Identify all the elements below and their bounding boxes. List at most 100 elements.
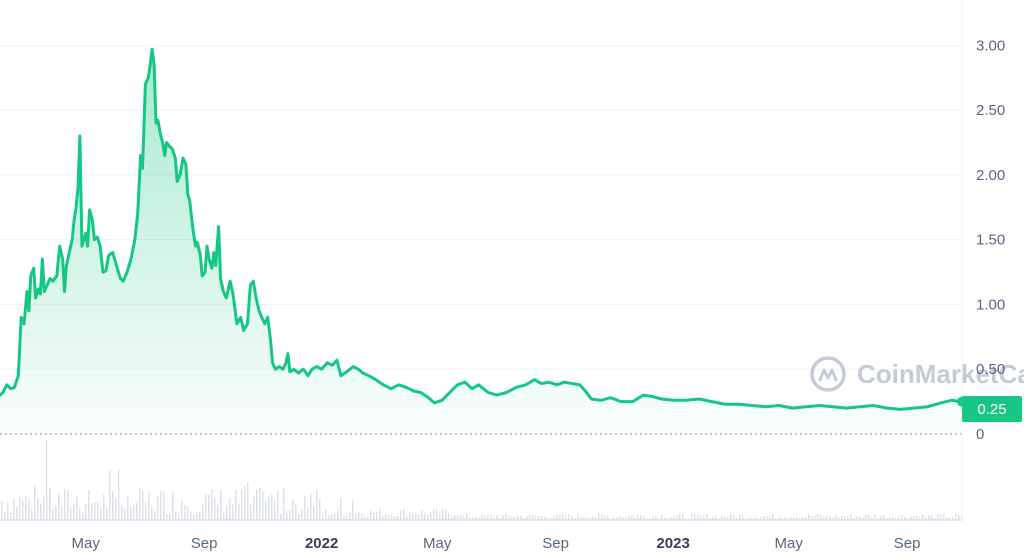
volume-bar <box>640 515 642 520</box>
x-tick-label: 2023 <box>656 535 689 552</box>
volume-bar <box>406 516 408 520</box>
volume-bar <box>802 516 804 520</box>
volume-bar <box>634 517 636 520</box>
watermark: CoinMarketCap <box>810 356 1024 392</box>
volume-bar <box>202 503 204 520</box>
volume-bar <box>37 498 39 520</box>
volume-bar <box>52 508 54 520</box>
volume-bar <box>922 514 924 520</box>
coinmarketcap-logo-icon <box>810 356 846 392</box>
volume-bar <box>688 518 690 520</box>
volume-bar <box>499 517 501 520</box>
volume-bar <box>10 512 12 520</box>
volume-bar <box>400 510 402 520</box>
volume-bar <box>193 514 195 520</box>
volume-bar <box>691 514 693 520</box>
volume-bar <box>271 493 273 520</box>
volume-bar <box>559 514 561 520</box>
volume-bar <box>139 487 141 520</box>
volume-bar <box>112 490 114 520</box>
volume-bar <box>127 495 129 520</box>
volume-bar <box>520 515 522 520</box>
volume-bar <box>529 514 531 520</box>
volume-bar <box>886 518 888 520</box>
volume-bar <box>88 489 90 520</box>
volume-bar <box>439 513 441 520</box>
volume-bar <box>460 514 462 520</box>
volume-bar <box>463 515 465 520</box>
volume-bar <box>157 495 159 520</box>
volume-bar <box>70 508 72 520</box>
volume-bar <box>523 517 525 520</box>
volume-bar <box>745 518 747 520</box>
volume-bar <box>955 513 957 520</box>
volume-bar <box>295 503 297 520</box>
volume-bar <box>790 516 792 520</box>
volume-bar <box>247 482 249 520</box>
volume-bar <box>820 515 822 520</box>
volume-bar <box>817 514 819 520</box>
volume-bar <box>274 500 276 520</box>
volume-bar <box>703 515 705 520</box>
volume-bar <box>604 515 606 520</box>
volume-bar <box>502 514 504 520</box>
volume-bar <box>490 514 492 520</box>
volume-bar <box>829 516 831 520</box>
volume-bar <box>550 517 552 520</box>
volume-bar <box>901 514 903 520</box>
volume-bar <box>394 516 396 520</box>
volume-bar <box>142 490 144 520</box>
volume-bar <box>586 517 588 520</box>
volume-bar <box>208 494 210 520</box>
volume-bar <box>541 515 543 520</box>
volume-bar <box>175 510 177 520</box>
volume-bar <box>232 504 234 520</box>
volume-bar <box>22 501 24 520</box>
volume-bar <box>916 515 918 520</box>
volume-bar <box>472 516 474 520</box>
volume-bar <box>7 502 9 520</box>
volume-bar <box>796 516 798 520</box>
volume-bar <box>874 514 876 520</box>
volume-bar <box>880 516 882 520</box>
volume-bar <box>448 513 450 520</box>
volume-bar <box>838 517 840 520</box>
y-axis-ticks: 3.00 2.50 2.00 1.50 1.00 0.50 0 <box>976 37 1005 443</box>
volume-bar <box>25 496 27 520</box>
volume-bar <box>121 505 123 520</box>
x-tick-label: Sep <box>542 535 569 552</box>
volume-bar <box>952 516 954 520</box>
volume-bar <box>67 490 69 520</box>
volume-bar <box>784 517 786 520</box>
volume-bar <box>583 517 585 520</box>
volume-bar <box>181 501 183 520</box>
volume-bar <box>388 514 390 520</box>
volume-bars <box>1 440 963 520</box>
volume-bar <box>637 515 639 520</box>
y-tick-label: 1.00 <box>976 296 1005 313</box>
volume-bar <box>322 513 324 520</box>
x-tick-label: Sep <box>191 535 218 552</box>
y-tick-label: 2.50 <box>976 102 1005 119</box>
volume-bar <box>370 510 372 520</box>
volume-bar <box>352 500 354 520</box>
volume-bar <box>652 516 654 520</box>
volume-bar <box>598 513 600 520</box>
volume-bar <box>211 488 213 520</box>
volume-bar <box>412 514 414 520</box>
y-tick-label: 2.00 <box>976 167 1005 184</box>
volume-bar <box>553 516 555 520</box>
volume-bar <box>676 515 678 520</box>
volume-bar <box>241 489 243 520</box>
volume-bar <box>592 516 594 520</box>
volume-bar <box>721 515 723 520</box>
volume-bar <box>610 518 612 520</box>
volume-bar <box>715 515 717 520</box>
volume-bar <box>286 510 288 520</box>
volume-bar <box>364 516 366 520</box>
volume-bar <box>508 515 510 520</box>
volume-bar <box>742 514 744 520</box>
volume-bar <box>928 514 930 520</box>
